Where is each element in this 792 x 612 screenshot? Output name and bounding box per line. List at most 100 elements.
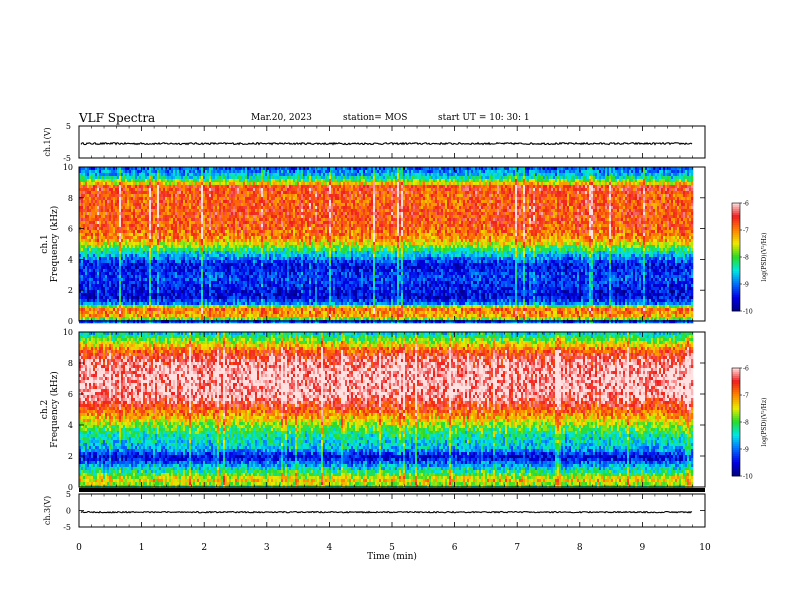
- ch1-spectrogram-panel-cell: [205, 215, 208, 219]
- ch1-spectrogram-panel-cell: [199, 236, 202, 240]
- ch1-spectrogram-panel-cell: [189, 167, 192, 171]
- ch1-spectrogram-panel-cell: [235, 320, 238, 324]
- ch1-spectrogram-panel-cell: [229, 185, 232, 189]
- ch1-spectrogram-panel-cell: [263, 191, 266, 195]
- ch1-spectrogram-panel-cell: [181, 233, 184, 237]
- ch1-spectrogram-panel-cell: [147, 236, 150, 240]
- ch1-spectrogram-panel-cell: [211, 182, 214, 186]
- ch1-spectrogram-panel-cell: [131, 317, 134, 321]
- ch1-spectrogram-panel-cell: [233, 230, 236, 234]
- ch1-spectrogram-panel-cell: [183, 236, 186, 240]
- ch1-spectrogram-panel-cell: [207, 245, 210, 249]
- ch1-spectrogram-panel-cell: [163, 269, 166, 273]
- ch1-spectrogram-panel-cell: [79, 284, 82, 288]
- ch1-spectrogram-panel-cell: [131, 257, 134, 261]
- ch1-spectrogram-panel-cell: [171, 197, 174, 201]
- ch1-spectrogram-panel-cell: [265, 194, 268, 198]
- ch1-spectrogram-panel-cell: [143, 215, 146, 219]
- ch1-spectrogram-panel-cell: [227, 194, 230, 198]
- ch1-spectrogram-panel-cell: [195, 266, 198, 270]
- ch1-spectrogram-panel-cell: [229, 299, 232, 303]
- ch1-spectrogram-panel-cell: [161, 269, 164, 273]
- ch1-spectrogram-panel-cell: [265, 230, 268, 234]
- ch1-spectrogram-panel-cell: [253, 170, 256, 174]
- ch1-spectrogram-panel-cell: [261, 200, 264, 204]
- ch1-spectrogram-panel-cell: [173, 170, 176, 174]
- ch1-spectrogram-panel-cell: [137, 290, 140, 294]
- ch1-spectrogram-panel-cell: [131, 242, 134, 246]
- ch1-spectrogram-panel-cell: [109, 200, 112, 204]
- ch1-spectrogram-panel-cell: [237, 308, 240, 312]
- ch1-spectrogram-panel-cell: [85, 287, 88, 291]
- ch1-spectrogram-panel-cell: [227, 188, 230, 192]
- ch1-spectrogram-panel-cell: [157, 203, 160, 207]
- ch1-spectrogram-panel-cell: [121, 176, 124, 180]
- ch1-spectrogram-panel-cell: [169, 254, 172, 258]
- ch1-spectrogram-panel-cell: [241, 203, 244, 207]
- ch1-spectrogram-panel-cell: [99, 182, 102, 186]
- ch1-spectrogram-panel-cell: [207, 197, 210, 201]
- ch1-spectrogram-panel-cell: [213, 191, 216, 195]
- ch1-spectrogram-panel-cell: [243, 251, 246, 255]
- ch1-spectrogram-panel-cell: [197, 284, 200, 288]
- ch1-spectrogram-panel-cell: [103, 227, 106, 231]
- ch1-spectrogram-panel-cell: [117, 311, 120, 315]
- ch1-spectrogram-panel-cell: [85, 215, 88, 219]
- ch1-spectrogram-panel-cell: [263, 266, 266, 270]
- ch1-spectrogram-panel-cell: [167, 320, 170, 324]
- ch1-spectrogram-panel-cell: [165, 194, 168, 198]
- ch1-spectrogram-panel-cell: [121, 284, 124, 288]
- ch1-spectrogram-panel-cell: [193, 293, 196, 297]
- ch1-spectrogram-panel-cell: [121, 191, 124, 195]
- ch1-spectrogram-panel-cell: [149, 227, 152, 231]
- ch1-spectrogram-panel-cell: [201, 182, 204, 186]
- ch1-spectrogram-panel-cell: [179, 296, 182, 300]
- ch1-spectrogram-panel-cell: [231, 188, 234, 192]
- ch1-spectrogram-panel-cell: [97, 308, 100, 312]
- ch1-spectrogram-panel-cell: [113, 236, 116, 240]
- ch1-spectrogram-panel-cell: [129, 212, 132, 216]
- ch1-spectrogram-panel-cell: [213, 209, 216, 213]
- ch1-spectrogram-panel-cell: [197, 266, 200, 270]
- ch1-spectrogram-panel-cell: [87, 272, 90, 276]
- ch1-spectrogram-panel-cell: [231, 206, 234, 210]
- ch1-spectrogram-panel-cell: [89, 224, 92, 228]
- ch1-spectrogram-panel-cell: [211, 173, 214, 177]
- ch1-spectrogram-panel-cell: [229, 236, 232, 240]
- start-time-label: start UT = 10: 30: 1: [438, 113, 530, 123]
- ch1-spectrogram-panel-cell: [193, 212, 196, 216]
- ch1-spectrogram-panel-cell: [175, 203, 178, 207]
- ch1-spectrogram-panel-cell: [249, 224, 252, 228]
- ch1-spectrogram-panel-cell: [97, 281, 100, 285]
- ch1-spectrogram-panel-cell: [215, 311, 218, 315]
- ch1-spectrogram-panel-cell: [99, 203, 102, 207]
- ch1-spectrogram-panel-cell: [133, 254, 136, 258]
- ch1-spectrogram-panel-cell: [117, 173, 120, 177]
- ch1-spectrogram-panel-cell: [149, 299, 152, 303]
- ch1-spectrogram-panel-cell: [199, 182, 202, 186]
- ch1-spectrogram-panel-cell: [161, 275, 164, 279]
- ch1-spectrogram-panel-cell: [147, 266, 150, 270]
- ch1-spectrogram-panel-cell: [263, 167, 266, 171]
- ch1-spectrogram-panel-cell: [135, 263, 138, 267]
- ch1-spectrogram-panel-cell: [265, 284, 268, 288]
- ch1-spectrogram-panel-cell: [237, 167, 240, 171]
- ch1-spectrogram-panel-cell: [195, 314, 198, 318]
- ch1-spectrogram-panel-cell: [97, 227, 100, 231]
- ch1-spectrogram-panel-cell: [187, 197, 190, 201]
- ch1-spectrogram-panel-cell: [97, 284, 100, 288]
- ch1-spectrogram-panel-cell: [107, 227, 110, 231]
- ch1-spectrogram-panel-cell: [177, 293, 180, 297]
- ch1-spectrogram-panel-cell: [151, 242, 154, 246]
- ch1-spectrogram-panel-cell: [257, 287, 260, 291]
- ch1-spectrogram-panel-cell: [157, 287, 160, 291]
- ch1-spectrogram-panel-cell: [261, 278, 264, 282]
- ch1-spectrogram-panel-cell: [197, 320, 200, 324]
- ch1-spectrogram-panel-cell: [237, 194, 240, 198]
- ch1-spectrogram-panel-cell: [127, 302, 130, 306]
- ch1-spectrogram-panel-cell: [195, 233, 198, 237]
- ch1-spectrogram-panel-cell: [247, 218, 250, 222]
- ch1-spectrogram-panel-cell: [177, 290, 180, 294]
- ch1-spectrogram-panel-cell: [221, 317, 224, 321]
- ch1-spectrogram-panel-cell: [99, 242, 102, 246]
